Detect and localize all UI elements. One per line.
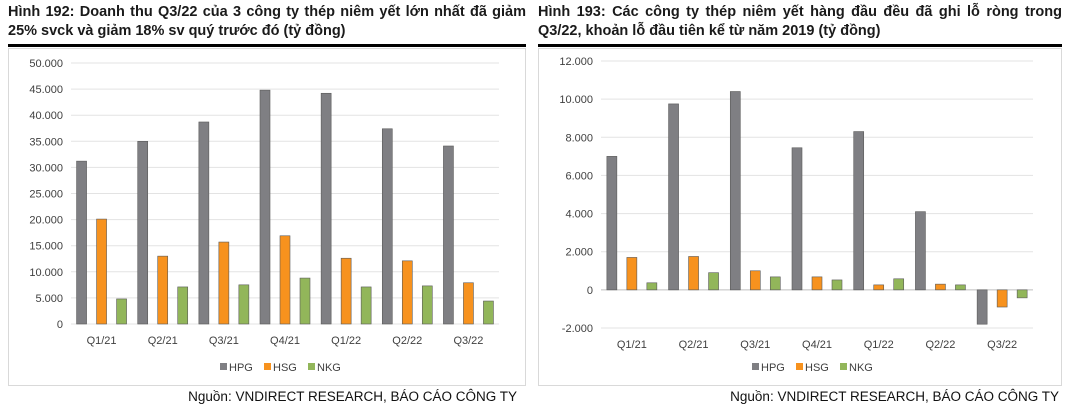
y-tick-label: 8.000 — [565, 132, 593, 144]
bar-hpg — [76, 160, 87, 325]
figure-192: Hình 192: Doanh thu Q3/22 của 3 công ty … — [8, 0, 526, 47]
bar-nkg — [708, 272, 719, 291]
legend-swatch-nkg — [840, 363, 847, 370]
legend-swatch-hsg — [264, 363, 271, 370]
legend-label-nkg: NKG — [317, 362, 341, 374]
x-tick-label: Q3/21 — [740, 339, 770, 351]
x-tick-label: Q1/22 — [864, 339, 894, 351]
bar-hpg — [853, 131, 865, 291]
y-tick-label: 30.000 — [29, 162, 63, 174]
bar-nkg — [769, 276, 781, 291]
bar-nkg — [238, 284, 250, 325]
title-rule — [8, 44, 526, 47]
legend-label-hsg: HSG — [805, 362, 829, 374]
bar-hsg — [626, 257, 638, 291]
bar-hpg — [381, 128, 393, 325]
bar-nkg — [831, 279, 843, 291]
bar-nkg — [299, 277, 311, 325]
bar-hpg — [729, 91, 741, 291]
source-note: Nguồn: VNDIRECT RESEARCH, BÁO CÁO CÔNG T… — [730, 389, 1059, 404]
bar-hpg — [791, 147, 803, 291]
legend-swatch-hpg — [220, 363, 227, 370]
y-tick-label: 15.000 — [29, 241, 63, 253]
legend-swatch-nkg — [308, 363, 315, 370]
y-tick-label: 25.000 — [29, 189, 63, 201]
x-tick-label: Q2/21 — [679, 339, 709, 351]
legend-label-hpg: HPG — [229, 362, 253, 374]
bar-hpg — [320, 92, 332, 325]
figure-193: Hình 193: Các công ty thép niêm yết hàng… — [538, 0, 1062, 47]
bar-hpg — [198, 121, 210, 325]
bar-hsg — [688, 256, 699, 291]
y-tick-label: 2.000 — [565, 247, 593, 259]
bar-hsg — [935, 283, 946, 291]
bar-hpg — [915, 211, 926, 291]
y-tick-label: 4.000 — [565, 209, 593, 221]
y-tick-label: 6.000 — [565, 170, 593, 182]
x-tick-label: Q3/21 — [209, 335, 239, 347]
y-tick-label: 5.000 — [35, 293, 63, 305]
bar-nkg — [421, 285, 433, 325]
bar-hpg — [976, 289, 988, 325]
bar-hsg — [218, 241, 230, 325]
y-tick-label: 0 — [587, 285, 593, 297]
title-rule — [538, 44, 1062, 47]
y-tick-label: 40.000 — [29, 110, 63, 122]
chart-box-192: 0 5.000 10.000 15.000 20.000 25.000 30.000 35.0… — [8, 48, 526, 386]
bar-nkg — [1016, 289, 1028, 299]
bar-nkg — [177, 286, 189, 325]
net-profit-chart: -2.000 0 2.000 4.000 6.000 8.000 10.000 12.000 Q… — [559, 56, 1033, 374]
x-tick-label: Q3/22 — [987, 339, 1017, 351]
x-tick-label: Q1/22 — [331, 335, 361, 347]
x-tick-label: Q3/22 — [453, 335, 483, 347]
figure-title: Hình 193: Các công ty thép niêm yết hàng… — [538, 4, 1062, 39]
x-tick-label: Q1/21 — [617, 339, 647, 351]
bar-hsg — [811, 276, 823, 291]
bar-hsg — [463, 282, 474, 325]
legend-label-hsg: HSG — [273, 362, 297, 374]
legend-label-nkg: NKG — [849, 362, 873, 374]
x-tick-label: Q2/22 — [925, 339, 955, 351]
bar-hpg — [606, 156, 618, 291]
y-tick-label: 10.000 — [559, 94, 593, 106]
y-tick-label: 45.000 — [29, 84, 63, 96]
y-tick-label: -2.000 — [562, 323, 593, 335]
source-note: Nguồn: VNDIRECT RESEARCH, BÁO CÁO CÔNG T… — [188, 389, 517, 404]
y-tick-label: 35.000 — [29, 136, 63, 148]
y-tick-label: 10.000 — [29, 267, 63, 279]
bar-nkg — [360, 286, 372, 325]
x-tick-label: Q2/21 — [148, 335, 178, 347]
bar-hsg — [749, 270, 761, 291]
bar-nkg — [116, 298, 127, 325]
legend-label-hpg: HPG — [761, 362, 785, 374]
bar-hsg — [96, 218, 107, 325]
x-tick-label: Q1/21 — [87, 335, 117, 347]
y-tick-label: 20.000 — [29, 215, 63, 227]
y-tick-label: 0 — [57, 319, 63, 331]
x-tick-label: Q4/21 — [802, 339, 832, 351]
legend-swatch-hsg — [796, 363, 803, 370]
bar-hsg — [401, 260, 413, 325]
bar-hpg — [668, 103, 679, 291]
bar-nkg — [646, 282, 658, 291]
bar-hsg — [340, 257, 352, 325]
bar-nkg — [483, 300, 494, 325]
bar-hsg — [279, 235, 291, 325]
bar-hsg — [996, 289, 1008, 308]
bar-hsg — [873, 284, 885, 291]
bar-hpg — [443, 145, 454, 325]
bar-hpg — [137, 141, 149, 325]
bar-hpg — [259, 89, 271, 325]
figure-title: Hình 192: Doanh thu Q3/22 của 3 công ty … — [8, 4, 526, 39]
chart-box-193: -2.000 0 2.000 4.000 6.000 8.000 10.000 12.000 Q… — [538, 48, 1062, 386]
bar-nkg — [893, 278, 905, 291]
x-tick-label: Q2/22 — [392, 335, 422, 347]
bar-nkg — [955, 284, 966, 291]
revenue-chart: 0 5.000 10.000 15.000 20.000 25.000 30.000 35.0… — [29, 58, 499, 374]
y-tick-label: 12.000 — [559, 56, 593, 68]
x-tick-label: Q4/21 — [270, 335, 300, 347]
bar-hsg — [157, 255, 169, 325]
y-tick-label: 50.000 — [29, 58, 63, 70]
legend-swatch-hpg — [752, 363, 759, 370]
